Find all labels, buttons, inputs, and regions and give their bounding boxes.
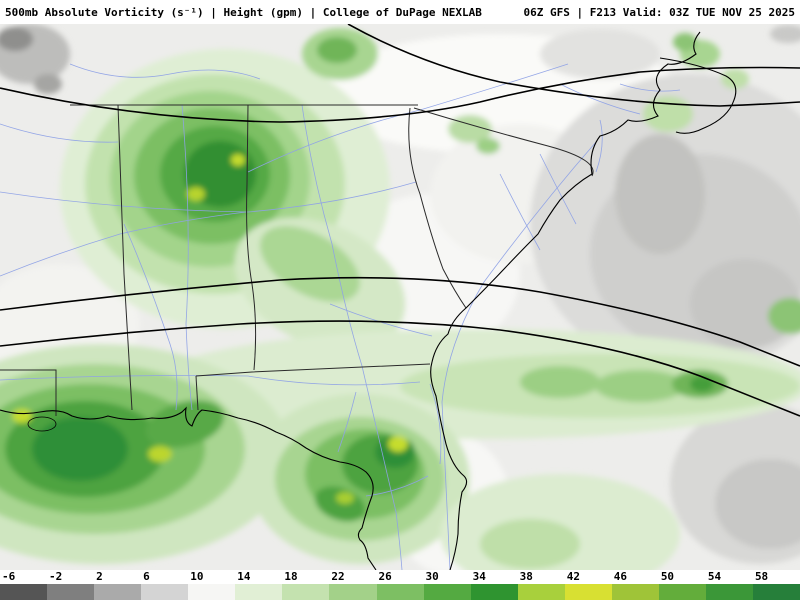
colorbar-tick-label: 10 bbox=[190, 570, 204, 583]
title-bar: 500mb Absolute Vorticity (s⁻¹) | Height … bbox=[0, 0, 800, 24]
colorbar-tick-label: 30 bbox=[425, 570, 439, 583]
colorbar-tick-label: 6 bbox=[143, 570, 150, 583]
product-title: 500mb Absolute Vorticity (s⁻¹) | Height … bbox=[5, 5, 482, 19]
colorbar-tick-label: 42 bbox=[566, 570, 580, 583]
colorbar-color-cell bbox=[329, 584, 377, 600]
colorbar-tick-label: 46 bbox=[613, 570, 627, 583]
colorbar-tick-label: 38 bbox=[519, 570, 533, 583]
map-canvas bbox=[0, 24, 800, 570]
colorbar-color-cell bbox=[564, 584, 612, 600]
colorbar-tick-label: 34 bbox=[472, 570, 486, 583]
colorbar-tick-label: 58 bbox=[754, 570, 769, 583]
river-road-lines bbox=[0, 63, 681, 570]
colorbar-tick-label: 2 bbox=[96, 570, 103, 583]
colorbar-color-cell bbox=[47, 584, 95, 600]
colorbar-color-cell bbox=[188, 584, 236, 600]
colorbar-color-cell bbox=[0, 584, 48, 600]
colorbar-color-cell bbox=[470, 584, 518, 600]
state-borders bbox=[0, 104, 594, 416]
colorbar-color-cell bbox=[141, 584, 189, 600]
colorbar-color-cell bbox=[611, 584, 659, 600]
colorbar-tick-label: 22 bbox=[331, 570, 345, 583]
colorbar-tick-label: 18 bbox=[284, 570, 298, 583]
colorbar-tick-label: 26 bbox=[378, 570, 392, 583]
colorbar-color-cell bbox=[658, 584, 706, 600]
colorbar-color-cell bbox=[235, 584, 283, 600]
colorbar-color-cell bbox=[705, 584, 753, 600]
colorbar-ticks: -6 -2 2 6 10 14 18 22 26 30 34 38 42 46 50 54 58 bbox=[0, 570, 800, 584]
colorbar-color-cell bbox=[94, 584, 142, 600]
colorbar-tick-label: 14 bbox=[237, 570, 251, 583]
colorbar-color-cell bbox=[753, 584, 800, 600]
colorbar-tick-label: 54 bbox=[707, 570, 722, 583]
weather-map-svg bbox=[0, 24, 800, 570]
vorticity-shading bbox=[0, 24, 800, 570]
colorbar-strip bbox=[0, 584, 800, 600]
colorbar-color-cell bbox=[517, 584, 565, 600]
colorbar-color-cell bbox=[376, 584, 424, 600]
model-run-info: 06Z GFS | F213 Valid: 03Z TUE NOV 25 202… bbox=[523, 5, 795, 19]
colorbar: -6 -2 2 6 10 14 18 22 26 30 34 38 42 46 50 54 58 bbox=[0, 570, 800, 600]
colorbar-tick-label: 50 bbox=[660, 570, 675, 583]
colorbar-tick-label: -6 bbox=[2, 570, 16, 583]
colorbar-tick-label: -2 bbox=[49, 570, 63, 583]
colorbar-color-cell bbox=[423, 584, 471, 600]
colorbar-color-cell bbox=[282, 584, 330, 600]
height-contours bbox=[0, 24, 800, 417]
